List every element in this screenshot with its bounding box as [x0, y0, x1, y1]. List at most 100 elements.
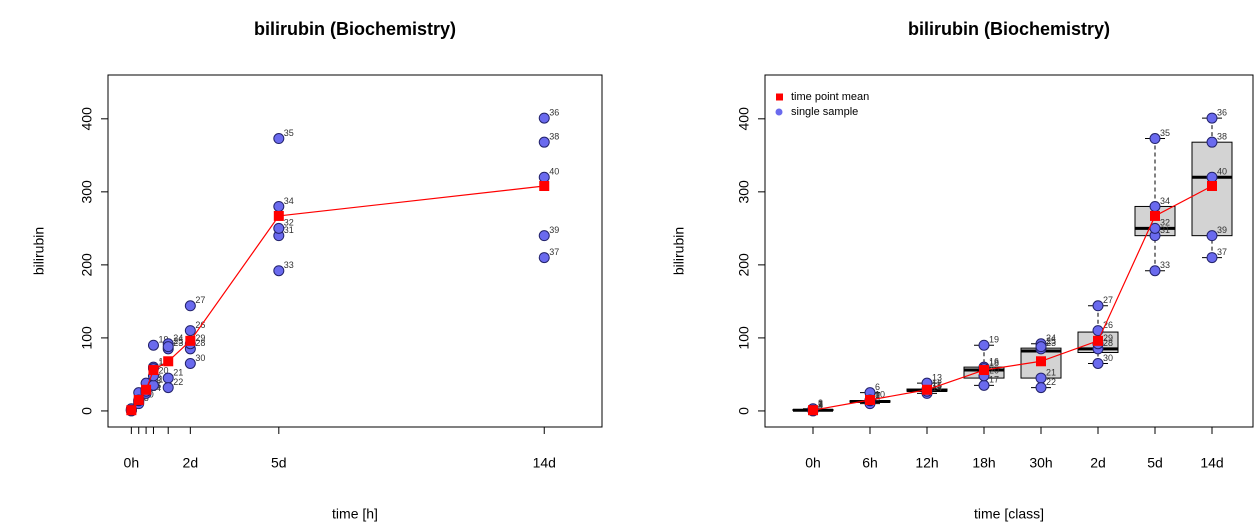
point-label: 16 [989, 356, 999, 366]
point-label: 38 [1217, 132, 1227, 142]
point-label: 20 [158, 365, 168, 375]
mean-marker [539, 181, 550, 192]
y-tick-label: 200 [79, 253, 95, 277]
point-label: 39 [549, 225, 559, 235]
point-label: 30 [195, 353, 205, 363]
sample-point [1035, 372, 1047, 384]
y-tick-label: 400 [736, 107, 752, 131]
x-tick-label: 5d [271, 455, 287, 471]
point-label: 10 [875, 389, 885, 399]
x-tick-label: 18h [972, 455, 995, 471]
x-axis-label: time [h] [332, 506, 378, 522]
y-tick-label: 300 [736, 180, 752, 204]
point-label: 19 [989, 335, 999, 345]
point-label: 11 [932, 380, 941, 390]
point-label: 28 [195, 338, 205, 348]
point-label: 8 [875, 393, 880, 403]
point-label: 40 [549, 167, 559, 177]
sample-point [1206, 230, 1218, 242]
point-label: 34 [1160, 196, 1170, 206]
sample-point [1206, 136, 1218, 148]
point-label: 27 [195, 295, 205, 305]
point-label: 25 [1046, 336, 1056, 346]
y-tick-label: 0 [79, 407, 95, 415]
point-label: 2 [818, 400, 823, 410]
y-tick-label: 100 [79, 326, 95, 350]
x-tick-label: 5d [1147, 455, 1163, 471]
sample-point [538, 112, 550, 124]
plot-frame [107, 74, 603, 428]
sample-point [978, 379, 990, 391]
point-label: 36 [549, 107, 559, 117]
point-label: 7 [875, 392, 880, 402]
point-label: 3 [818, 398, 823, 408]
mean-marker [148, 365, 159, 376]
sample-point [1149, 265, 1161, 277]
sample-point [162, 341, 174, 353]
legend-label: time point mean [791, 91, 869, 103]
y-axis-label: bilirubin [31, 227, 47, 275]
point-label: 12 [932, 378, 942, 388]
x-tick-label: 0h [124, 455, 140, 471]
sample-point [162, 382, 174, 394]
mean-marker [1036, 356, 1046, 367]
sample-point [538, 252, 550, 264]
point-label: 22 [1046, 377, 1056, 387]
mean-marker [185, 335, 196, 346]
mean-line [812, 185, 1213, 411]
x-tick-label: 2d [1090, 455, 1106, 471]
point-label: 31 [1160, 225, 1170, 235]
mean-marker [808, 405, 818, 416]
point-label: 25 [173, 336, 183, 346]
point-label: 26 [195, 320, 205, 330]
point-label: 21 [173, 367, 183, 377]
point-label: 33 [284, 260, 294, 270]
chart-title: bilirubin (Biochemistry) [254, 19, 456, 39]
sample-point [538, 171, 550, 183]
point-label: 39 [1217, 225, 1227, 235]
sample-point [1206, 252, 1218, 264]
sample-point [1149, 133, 1161, 145]
sample-point [538, 136, 550, 148]
sample-point [978, 339, 990, 351]
x-tick-label: 2d [183, 455, 199, 471]
point-label: 37 [549, 247, 559, 257]
plot-frame [764, 74, 1254, 428]
point-label: 24 [173, 333, 183, 343]
mean-marker [273, 210, 284, 221]
point-label: 26 [1103, 320, 1113, 330]
point-label: 23 [173, 338, 183, 348]
point-label: 34 [284, 196, 294, 206]
point-label: 30 [1103, 353, 1113, 363]
mean-marker [163, 356, 174, 367]
sample-point [1092, 300, 1104, 312]
sample-point [184, 300, 196, 312]
y-tick-label: 300 [79, 180, 95, 204]
sample-point [1035, 382, 1047, 394]
point-label: 37 [1217, 247, 1227, 257]
sample-point [147, 339, 159, 351]
sample-point [1206, 171, 1218, 183]
point-label: 35 [1160, 128, 1170, 138]
legend-label: single sample [791, 106, 858, 118]
y-axis-label: bilirubin [671, 227, 687, 275]
mean-marker [133, 394, 144, 405]
point-label: 27 [1103, 295, 1113, 305]
box [1191, 141, 1233, 237]
point-label: 38 [549, 132, 559, 142]
mean-line [130, 185, 545, 411]
chart-title: bilirubin (Biochemistry) [908, 19, 1110, 39]
point-label: 32 [284, 218, 294, 228]
sample-point [273, 133, 285, 145]
sample-point [184, 357, 196, 369]
point-label: 28 [1103, 338, 1113, 348]
point-label: 5 [818, 400, 823, 410]
sample-point [1149, 200, 1161, 212]
point-label: 1 [818, 399, 823, 409]
point-label: 24 [1046, 333, 1056, 343]
x-tick-label: 12h [915, 455, 938, 471]
point-label: 35 [284, 128, 294, 138]
mean-marker [141, 384, 152, 395]
sample-point [1149, 222, 1161, 234]
